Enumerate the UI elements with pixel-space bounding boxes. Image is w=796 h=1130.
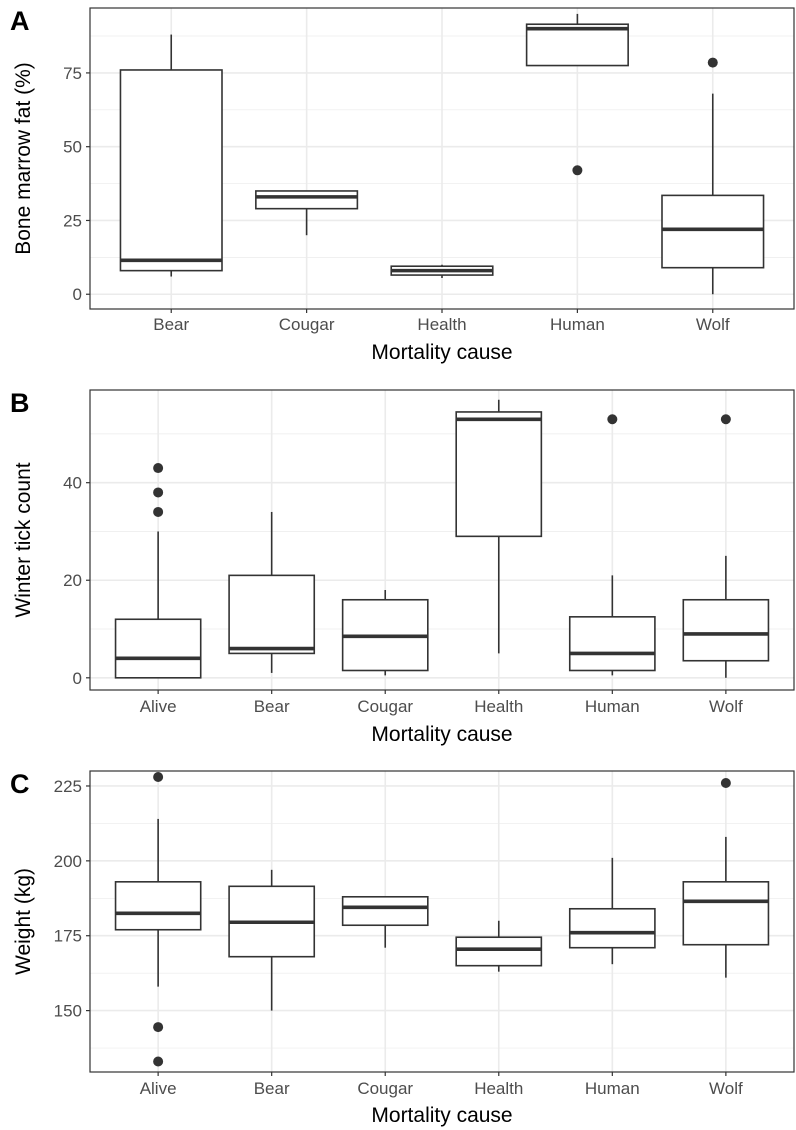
x-tick-label: Health [474, 697, 523, 716]
x-tick-label: Cougar [357, 1079, 413, 1098]
x-axis-title: Mortality cause [371, 341, 512, 364]
box-iqr [568, 616, 656, 672]
box-bear [119, 34, 223, 277]
y-tick-label: 25 [63, 211, 82, 230]
panel-label: B [10, 388, 30, 418]
box-iqr [525, 23, 629, 67]
box-human [568, 857, 656, 965]
box-alive [114, 771, 202, 1067]
box-cougar [255, 190, 359, 236]
x-tick-label: Bear [254, 1079, 290, 1098]
box-health [455, 920, 543, 972]
y-tick-label: 225 [54, 777, 82, 796]
y-tick-label: 75 [63, 64, 82, 83]
outlier-point [153, 1022, 164, 1033]
panel-c: 150 175 200 225 Alive Bear Cougar Health Human Wo… [10, 769, 795, 1127]
y-tick-label: 20 [63, 571, 82, 590]
plot-background [90, 771, 794, 1072]
x-tick-label: Human [550, 315, 605, 334]
x-tick-label: Alive [140, 1079, 177, 1098]
outlier-point [153, 463, 164, 474]
x-tick-label: Bear [254, 697, 290, 716]
box-human [525, 13, 629, 176]
y-tick-label: 40 [63, 474, 82, 493]
x-tick-label: Wolf [709, 697, 743, 716]
box-iqr [119, 69, 223, 272]
outlier-point [720, 414, 731, 425]
panel-border [89, 770, 795, 1073]
panel-label: C [10, 769, 30, 799]
outlier-point [572, 165, 583, 176]
outlier-point [153, 771, 164, 782]
box-iqr [114, 618, 202, 679]
box-health [455, 399, 543, 654]
box-iqr [455, 936, 543, 967]
panel-b: 0 20 40 Alive Bear Cougar Health Human Wolf Morta… [10, 388, 795, 746]
box-iqr [255, 190, 359, 210]
box-iqr [682, 881, 770, 946]
y-tick-label: 200 [54, 852, 82, 871]
y-axis-title: Winter tick count [12, 462, 35, 617]
outlier-point [607, 414, 618, 425]
x-tick-label: Human [585, 1079, 640, 1098]
y-tick-label: 0 [73, 669, 82, 688]
box-iqr [661, 194, 765, 269]
x-tick-label: Health [474, 1079, 523, 1098]
outlier-point [153, 1056, 164, 1067]
y-axis-title: Bone marrow fat (%) [12, 62, 35, 255]
box-iqr [228, 574, 316, 655]
x-tick-label: Bear [153, 315, 189, 334]
panel-label: A [10, 6, 30, 36]
box-wolf [682, 777, 770, 978]
box-bear [228, 511, 316, 673]
box-iqr [568, 907, 656, 949]
box-cougar [341, 895, 429, 948]
outlier-point [707, 57, 718, 68]
box-wolf [661, 57, 765, 295]
box-iqr [341, 895, 429, 927]
box-iqr [682, 598, 770, 662]
x-tick-label: Wolf [696, 315, 730, 334]
panel-a: 0 25 50 75 Bear Cougar Health Human Wolf Mortalit… [10, 6, 795, 364]
x-tick-label: Human [585, 697, 640, 716]
x-axis-title: Mortality cause [371, 723, 512, 746]
x-tick-label: Cougar [279, 315, 335, 334]
box-bear [228, 869, 316, 1011]
panel-border [89, 389, 795, 691]
x-axis-title: Mortality cause [371, 1104, 512, 1127]
y-tick-label: 150 [54, 1002, 82, 1021]
x-tick-label: Cougar [357, 697, 413, 716]
box-wolf [682, 414, 770, 678]
y-axis-title: Weight (kg) [12, 868, 35, 975]
box-human [568, 414, 656, 676]
box-cougar [341, 590, 429, 676]
outlier-point [153, 487, 164, 498]
box-alive [114, 463, 202, 679]
y-tick-label: 50 [63, 138, 82, 157]
x-tick-label: Wolf [709, 1079, 743, 1098]
plot-background [90, 390, 794, 690]
y-tick-label: 175 [54, 927, 82, 946]
box-iqr [114, 881, 202, 931]
box-iqr [455, 411, 543, 538]
x-tick-label: Health [417, 315, 466, 334]
outlier-point [720, 777, 731, 788]
y-tick-label: 0 [73, 285, 82, 304]
box-health [390, 264, 494, 279]
outlier-point [153, 506, 164, 517]
x-tick-label: Alive [140, 697, 177, 716]
